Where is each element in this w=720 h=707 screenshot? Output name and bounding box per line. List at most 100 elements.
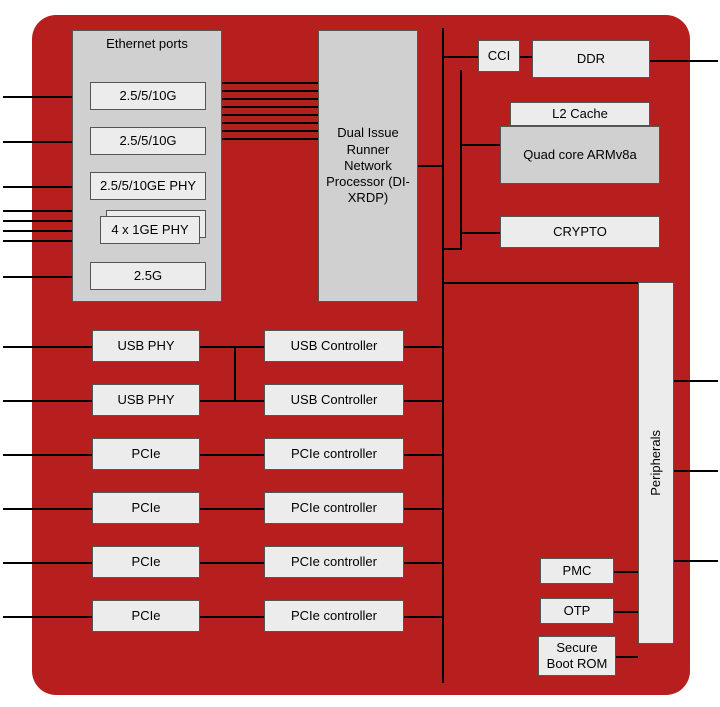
block-eth3: 4 x 1GE PHY [100,216,200,244]
label-eth0: 2.5/5/10G [115,86,180,106]
label-eth1: 2.5/5/10G [115,131,180,151]
hline-periph-ext-b [674,470,718,472]
label-ddr: DDR [573,49,609,69]
label-periph: Peripherals [644,428,668,498]
hline-pciectl2-bus [404,562,443,564]
label-pcie0: PCIe [128,444,165,464]
hline-eth-to-np-b [222,90,318,92]
block-eth1: 2.5/5/10G [90,127,206,155]
label-usbctl0: USB Controller [287,336,382,356]
hline-usb0-link [200,346,264,348]
block-pmc: PMC [540,558,614,584]
hline-pciectl1-bus [404,508,443,510]
vline-bus-main [442,28,444,683]
hline-arm-cci [460,144,500,146]
label-pcie2: PCIe [128,552,165,572]
hline-ddr-ext [650,60,718,62]
hline-periph-ext-c [674,560,718,562]
hline-sboot-link [616,656,638,658]
label-pmc: PMC [559,561,596,581]
block-pcie2: PCIe [92,546,200,578]
block-arm: Quad core ARMv8a [500,126,660,184]
hline-pmc-link [614,571,638,573]
hline-usbctl0-bus [404,346,443,348]
block-eth0: 2.5/5/10G [90,82,206,110]
label-ethernet-title: Ethernet ports [102,34,192,54]
label-pciectl0: PCIe controller [287,444,381,464]
label-pcie3: PCIe [128,606,165,626]
label-arm: Quad core ARMv8a [519,145,640,165]
block-usbphy0: USB PHY [92,330,200,362]
hline-otp-link [614,611,638,613]
block-pciectl2: PCIe controller [264,546,404,578]
hline-np-to-bus [418,165,443,167]
label-usbctl1: USB Controller [287,390,382,410]
label-usbphy1: USB PHY [113,390,178,410]
hline-eth-to-np-c [222,98,318,100]
hline-ext-pcie3 [3,616,92,618]
block-usbphy1: USB PHY [92,384,200,416]
hline-crypto-bus [443,248,461,250]
vline-bus-cci [460,70,462,250]
hline-pciectl0-bus [404,454,443,456]
hline-ext-usb0 [3,346,92,348]
hline-eth-to-np-h [222,138,318,140]
vline-usb-join [234,346,236,400]
hline-ext-usb1 [3,400,92,402]
block-ethernet-title: Ethernet ports [72,30,222,58]
block-pciectl1: PCIe controller [264,492,404,524]
label-eth4: 2.5G [130,266,166,286]
label-dixrdp: Dual Issue Runner Network Processor (DI-… [319,123,417,208]
hline-periph-ext-a [674,380,718,382]
block-cci: CCI [478,40,520,72]
hline-eth-to-np-f [222,122,318,124]
hline-pciectl3-bus [404,616,443,618]
block-periph: Peripherals [638,282,674,644]
block-pcie0: PCIe [92,438,200,470]
block-dixrdp: Dual Issue Runner Network Processor (DI-… [318,30,418,302]
label-eth2: 2.5/5/10GE PHY [96,176,200,196]
hline-cci-cross [442,56,478,58]
block-pciectl0: PCIe controller [264,438,404,470]
hline-eth-to-np-e [222,114,318,116]
label-pcie1: PCIe [128,498,165,518]
label-pciectl3: PCIe controller [287,606,381,626]
block-usbctl0: USB Controller [264,330,404,362]
hline-usbctl1-bus [404,400,443,402]
label-eth3: 4 x 1GE PHY [107,220,192,240]
block-usbctl1: USB Controller [264,384,404,416]
label-otp: OTP [560,601,595,621]
hline-crypto-cci [460,232,500,234]
block-pciectl3: PCIe controller [264,600,404,632]
block-eth4: 2.5G [90,262,206,290]
label-sboot: Secure Boot ROM [539,638,615,675]
hline-eth-to-np-d [222,106,318,108]
hline-pcie0-link [200,454,264,456]
block-crypto: CRYPTO [500,216,660,248]
hline-ext-pcie0 [3,454,92,456]
hline-pcie1-link [200,508,264,510]
hline-pcie2-link [200,562,264,564]
block-eth2: 2.5/5/10GE PHY [90,172,206,200]
hline-eth-to-np-g [222,130,318,132]
hline-periph-bus [443,282,638,284]
hline-pcie3-link [200,616,264,618]
block-pcie1: PCIe [92,492,200,524]
label-l2: L2 Cache [548,104,612,124]
label-pciectl2: PCIe controller [287,552,381,572]
hline-eth-to-np-a [222,82,318,84]
hline-ext-pcie1 [3,508,92,510]
hline-ext-pcie2 [3,562,92,564]
block-ddr: DDR [532,40,650,78]
label-cci: CCI [484,46,514,66]
label-pciectl1: PCIe controller [287,498,381,518]
hline-usb1-link [200,400,264,402]
block-sboot: Secure Boot ROM [538,636,616,676]
diagram-stage: Ethernet ports 2.5/5/10G 2.5/5/10G 2.5/5/10… [0,0,720,707]
block-pcie3: PCIe [92,600,200,632]
block-l2: L2 Cache [510,102,650,126]
hline-cci-ddr [520,56,532,58]
label-usbphy0: USB PHY [113,336,178,356]
label-crypto: CRYPTO [549,222,611,242]
block-otp: OTP [540,598,614,624]
